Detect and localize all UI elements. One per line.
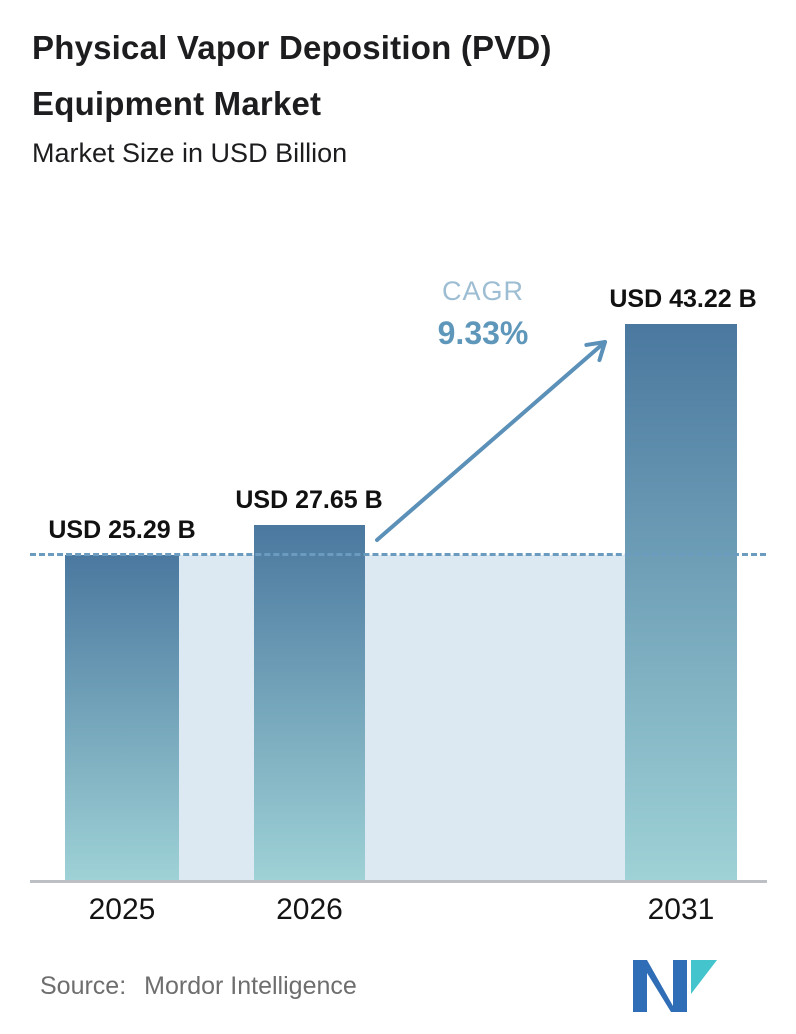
dashed-baseline (30, 553, 766, 556)
cagr-label: CAGR (441, 276, 524, 306)
source-attribution: Source: Mordor Intelligence (40, 972, 357, 1001)
mordor-intelligence-logo-icon (633, 960, 717, 1012)
bar-value-label: USD 43.22 B (609, 285, 757, 313)
chart-subtitle: Market Size in USD Billion (32, 138, 348, 168)
x-axis-tick-label: 2026 (276, 893, 343, 926)
bar (254, 525, 365, 881)
bar (625, 324, 737, 881)
bar (65, 555, 179, 881)
x-axis-line (30, 880, 767, 883)
chart-title: Physical Vapor Deposition (PVD) Equipmen… (32, 29, 552, 123)
x-axis-tick-label: 2031 (647, 893, 715, 926)
source-name: Mordor Intelligence (144, 972, 357, 1000)
bar-value-label: USD 27.65 B (235, 486, 383, 514)
bar-value-label: USD 25.29 B (48, 516, 196, 544)
source-label: Source: (40, 972, 127, 1000)
cagr-annotation: CAGR 9.33% (383, 276, 583, 352)
x-axis-tick-label: 2025 (88, 893, 156, 926)
growth-arrow-icon (375, 340, 607, 542)
cagr-value: 9.33% (437, 315, 529, 351)
